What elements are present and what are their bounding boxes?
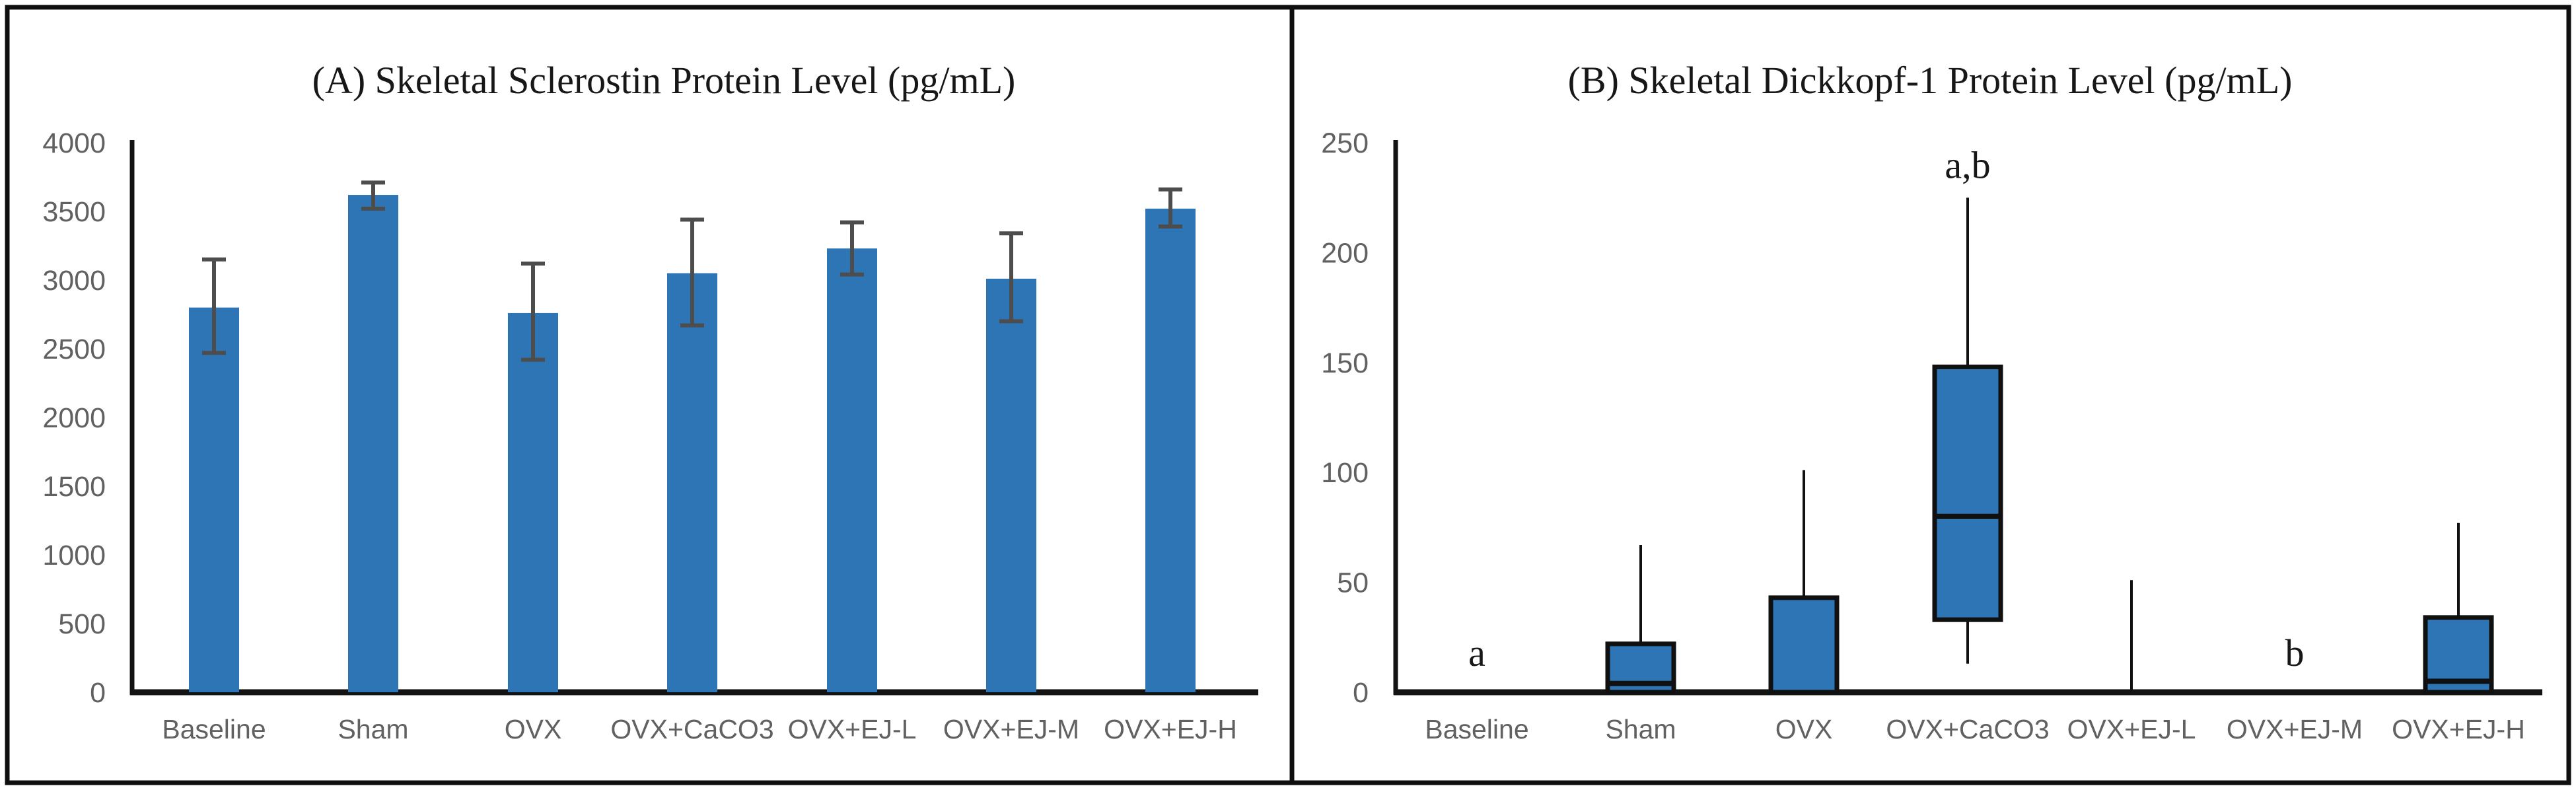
panel-a: (A) Skeletal Sclerostin Protein Level (p… bbox=[42, 59, 1258, 744]
y-tick-label: 250 bbox=[1321, 127, 1369, 159]
x-category-label: Baseline bbox=[162, 714, 266, 744]
bar bbox=[348, 195, 398, 692]
panel-b-title: (B) Skeletal Dickkopf-1 Protein Level (p… bbox=[1568, 59, 2293, 102]
bar bbox=[827, 248, 877, 692]
y-tick-label: 3500 bbox=[42, 196, 106, 228]
x-category-label: OVX bbox=[1775, 714, 1833, 744]
bar bbox=[508, 312, 558, 692]
figure-border bbox=[5, 5, 2571, 785]
y-tick-label: 0 bbox=[1353, 677, 1369, 709]
y-tick-label: 0 bbox=[90, 677, 106, 709]
x-category-label: OVX+EJ-M bbox=[943, 714, 1079, 744]
x-category-label: OVX bbox=[505, 714, 562, 744]
y-tick-label: 100 bbox=[1321, 457, 1369, 489]
panel-a-title: (A) Skeletal Sclerostin Protein Level (p… bbox=[312, 59, 1016, 102]
box bbox=[1932, 364, 2003, 622]
significance-annotation: b bbox=[2285, 631, 2305, 674]
bar bbox=[986, 278, 1036, 692]
panel-b-marks: 0 50 100 150 200 250 Baseline Sham OVX OVX+CaCO3 O… bbox=[1321, 127, 2525, 744]
box bbox=[1768, 595, 1840, 695]
y-tick-label: 200 bbox=[1321, 237, 1369, 269]
bar bbox=[667, 273, 717, 693]
y-tick-label: 150 bbox=[1321, 347, 1369, 379]
y-tick-label: 2000 bbox=[42, 402, 106, 434]
y-tick-label: 1000 bbox=[42, 540, 106, 571]
x-category-label: OVX+EJ-H bbox=[2392, 714, 2525, 744]
x-category-label: OVX+EJ-H bbox=[1104, 714, 1237, 744]
x-category-label: OVX+CaCO3 bbox=[1886, 714, 2049, 744]
y-tick-label: 1500 bbox=[42, 471, 106, 503]
x-category-label: OVX+EJ-M bbox=[2227, 714, 2363, 744]
y-tick-label: 50 bbox=[1337, 567, 1369, 599]
x-category-label: OVX+CaCO3 bbox=[610, 714, 773, 744]
y-tick-label: 2500 bbox=[42, 334, 106, 365]
panel-a-marks: 0 500 1000 1500 2000 2500 3000 3500 4000 Baseline… bbox=[42, 127, 1236, 744]
significance-annotation: a,b bbox=[1945, 143, 1990, 186]
y-tick-label: 3000 bbox=[42, 265, 106, 297]
panel-b: (B) Skeletal Dickkopf-1 Protein Level (p… bbox=[1321, 59, 2542, 744]
bar bbox=[189, 307, 239, 693]
y-tick-label: 4000 bbox=[42, 127, 106, 159]
x-category-label: OVX+EJ-L bbox=[788, 714, 917, 744]
bar bbox=[1145, 208, 1196, 693]
x-category-label: Baseline bbox=[1425, 714, 1528, 744]
x-category-label: Sham bbox=[1605, 714, 1676, 744]
y-tick-label: 500 bbox=[58, 608, 106, 640]
significance-annotation: a bbox=[1468, 631, 1485, 674]
x-category-label: Sham bbox=[338, 714, 408, 744]
x-category-label: OVX+EJ-L bbox=[2067, 714, 2196, 744]
